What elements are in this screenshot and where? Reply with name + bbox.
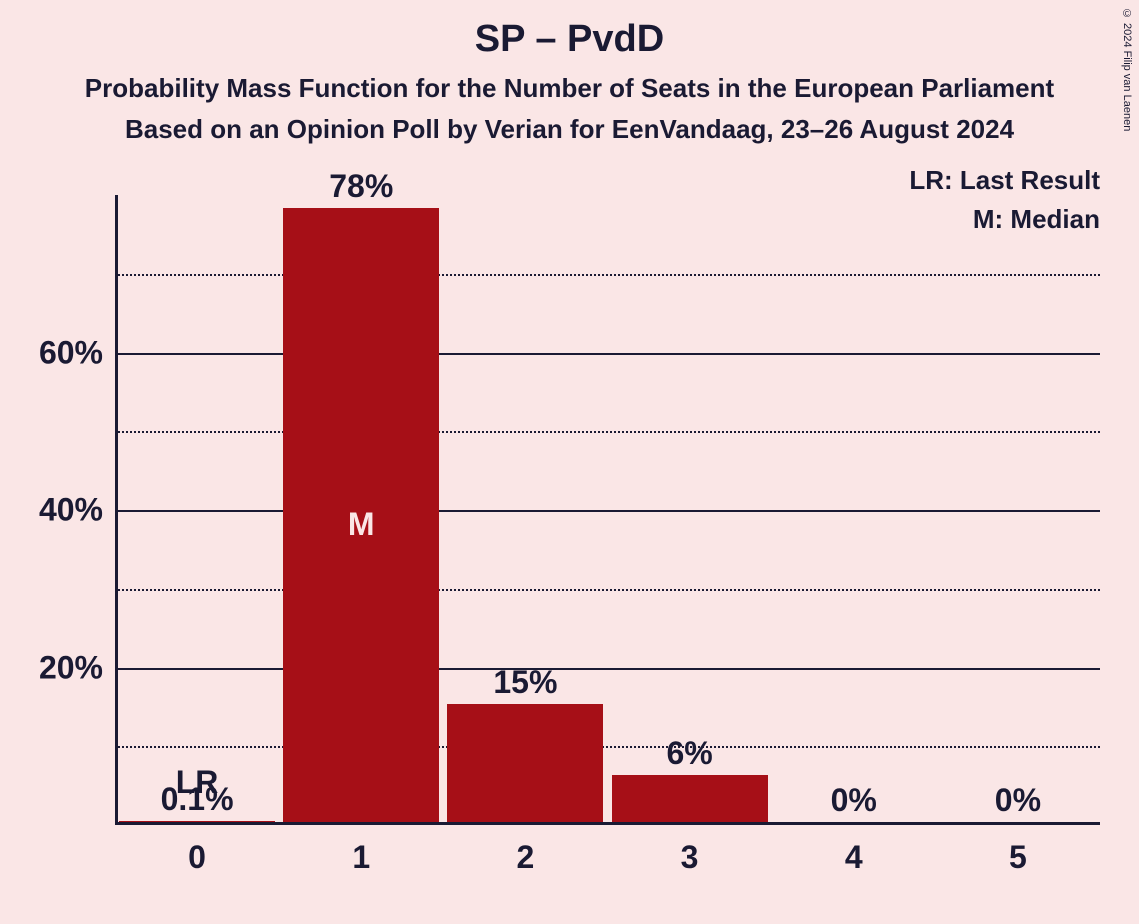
x-tick-label: 1 <box>352 825 370 876</box>
bar <box>447 704 603 822</box>
copyright-text: © 2024 Filip van Laenen <box>1121 8 1133 131</box>
grid-major <box>118 510 1100 512</box>
bar-value-label: 78% <box>329 168 393 205</box>
grid-minor <box>118 274 1100 276</box>
lr-marker: LR <box>176 764 219 801</box>
x-tick-label: 2 <box>517 825 535 876</box>
bar <box>612 775 768 822</box>
legend: LR: Last Result M: Median <box>909 165 1100 243</box>
grid-minor <box>118 746 1100 748</box>
bar-value-label: 0% <box>831 782 877 819</box>
chart-title: SP – PvdD <box>0 0 1139 61</box>
legend-m: M: Median <box>909 204 1100 235</box>
y-tick-label: 40% <box>39 492 115 529</box>
x-tick-label: 5 <box>1009 825 1027 876</box>
y-tick-label: 60% <box>39 334 115 371</box>
x-tick-label: 3 <box>681 825 699 876</box>
chart-subtitle-2: Based on an Opinion Poll by Verian for E… <box>0 114 1139 145</box>
x-axis-line <box>115 822 1100 825</box>
bar-value-label: 0% <box>995 782 1041 819</box>
bar-value-label: 6% <box>666 735 712 772</box>
chart-subtitle: Probability Mass Function for the Number… <box>0 73 1139 104</box>
legend-lr: LR: Last Result <box>909 165 1100 196</box>
bar <box>119 821 275 822</box>
grid-major <box>118 668 1100 670</box>
grid-major <box>118 353 1100 355</box>
grid-minor <box>118 431 1100 433</box>
bar-value-label: 15% <box>493 664 557 701</box>
median-marker: M <box>348 506 375 543</box>
chart-plot-area: LR: Last Result M: Median 20%40%60%0.1%L… <box>115 195 1100 825</box>
grid-minor <box>118 589 1100 591</box>
x-tick-label: 4 <box>845 825 863 876</box>
x-tick-label: 0 <box>188 825 206 876</box>
y-tick-label: 20% <box>39 649 115 686</box>
